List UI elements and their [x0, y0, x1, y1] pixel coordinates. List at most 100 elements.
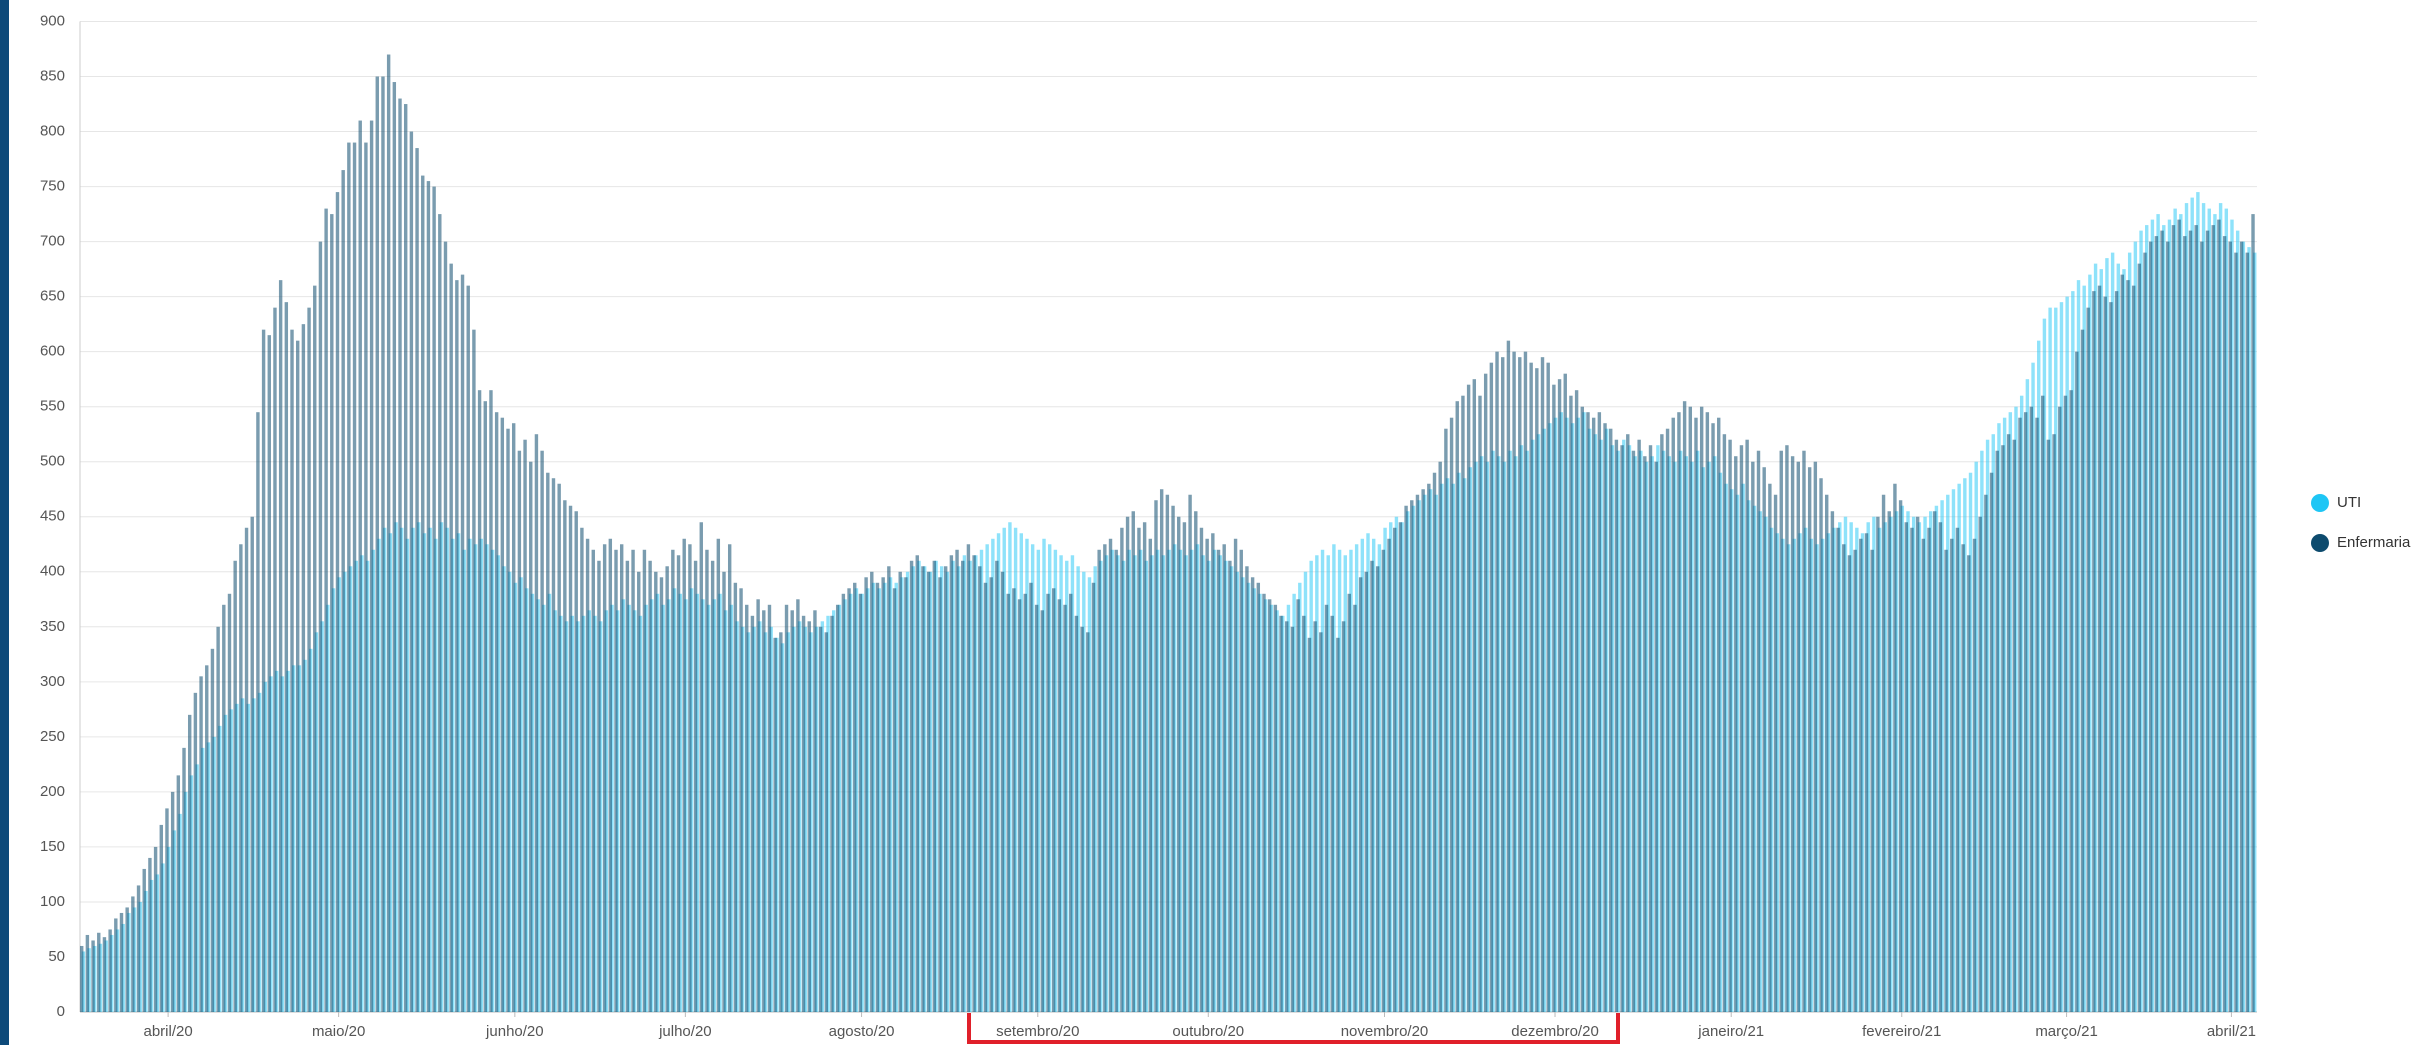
- bar: [341, 170, 345, 1012]
- bar: [682, 538, 686, 1012]
- bar: [449, 263, 453, 1013]
- bar: [1762, 467, 1766, 1013]
- bar: [602, 544, 607, 1012]
- bar: [455, 280, 459, 1012]
- bar: [1984, 494, 1988, 1012]
- bar: [733, 582, 738, 1012]
- bar: [1764, 516, 1768, 1012]
- bar: [284, 302, 289, 1012]
- bar: [97, 932, 101, 1012]
- bar: [2222, 236, 2227, 1012]
- bar: [1353, 604, 1357, 1012]
- y-tick-label: 600: [40, 343, 65, 360]
- y-tick-label: 750: [40, 178, 65, 195]
- bar: [830, 615, 834, 1012]
- bar: [1120, 527, 1124, 1012]
- bar: [1074, 615, 1079, 1012]
- bar: [745, 604, 749, 1012]
- bar: [2205, 230, 2210, 1012]
- bar: [1978, 516, 1982, 1012]
- bar: [523, 439, 527, 1012]
- bar: [642, 549, 647, 1012]
- x-tick-label: julho/20: [658, 1023, 712, 1040]
- bar: [1065, 560, 1069, 1012]
- bar: [551, 478, 556, 1012]
- bar: [1552, 384, 1556, 1012]
- bar: [1069, 593, 1073, 1012]
- bar: [978, 566, 982, 1012]
- bar: [1012, 588, 1016, 1012]
- bar: [1131, 511, 1135, 1012]
- bar: [530, 593, 535, 1012]
- x-tick-label: agosto/20: [829, 1023, 895, 1040]
- bar: [1859, 538, 1863, 1012]
- bar: [2063, 395, 2068, 1012]
- bar: [898, 571, 902, 1012]
- legend-marker[interactable]: [2311, 534, 2329, 552]
- bar: [1377, 544, 1382, 1012]
- bar: [536, 599, 540, 1012]
- bar: [1285, 621, 1289, 1012]
- bar: [1682, 401, 1687, 1013]
- bar: [1678, 450, 1683, 1012]
- bar: [375, 76, 379, 1013]
- bar: [1410, 500, 1414, 1012]
- y-tick-label: 500: [40, 453, 65, 470]
- bar: [1842, 544, 1846, 1012]
- bar: [477, 390, 482, 1012]
- bar: [432, 186, 436, 1013]
- bar: [688, 544, 692, 1012]
- bar: [1057, 599, 1062, 1012]
- y-tick-label: 0: [57, 1003, 65, 1020]
- bar: [2012, 439, 2016, 1012]
- bar: [1836, 527, 1840, 1012]
- bar: [695, 593, 699, 1012]
- bar: [1563, 373, 1567, 1013]
- bar: [637, 571, 641, 1012]
- bar: [608, 538, 613, 1012]
- bar: [1216, 549, 1221, 1012]
- bar: [574, 511, 578, 1012]
- bar: [2086, 307, 2090, 1013]
- legend-marker[interactable]: [2311, 494, 2329, 512]
- bar: [1853, 549, 1857, 1012]
- bar: [428, 527, 432, 1012]
- bar: [762, 610, 766, 1012]
- bar: [125, 907, 129, 1012]
- bar: [563, 500, 567, 1012]
- bar: [1188, 494, 1192, 1012]
- legend-label[interactable]: UTI: [2337, 494, 2361, 511]
- bar: [807, 621, 811, 1012]
- bar: [138, 901, 142, 1012]
- bar: [386, 54, 391, 1013]
- bar: [2041, 395, 2045, 1012]
- bar: [1893, 483, 1897, 1012]
- bar: [773, 637, 777, 1012]
- bar: [1051, 588, 1056, 1012]
- bar: [961, 560, 965, 1012]
- bar: [1881, 494, 1886, 1012]
- bar: [1717, 417, 1721, 1012]
- bar: [1643, 456, 1647, 1012]
- bar: [210, 648, 215, 1012]
- bar: [443, 241, 448, 1013]
- bar: [943, 566, 948, 1012]
- bar: [542, 604, 546, 1012]
- bar: [2120, 274, 2124, 1012]
- bar: [824, 632, 829, 1012]
- bar: [392, 82, 397, 1012]
- y-tick-label: 150: [40, 838, 65, 855]
- bar: [2194, 225, 2198, 1012]
- bar: [1438, 461, 1442, 1012]
- bar: [1972, 538, 1977, 1012]
- y-tick-label: 300: [40, 673, 65, 690]
- y-tick-label: 450: [40, 508, 65, 525]
- bar: [1370, 560, 1374, 1012]
- bar: [1745, 439, 1749, 1012]
- bar: [779, 632, 783, 1012]
- bar: [1523, 351, 1528, 1013]
- bar: [233, 560, 237, 1012]
- legend-label[interactable]: Enfermaria: [2337, 534, 2411, 551]
- bar: [1580, 406, 1585, 1012]
